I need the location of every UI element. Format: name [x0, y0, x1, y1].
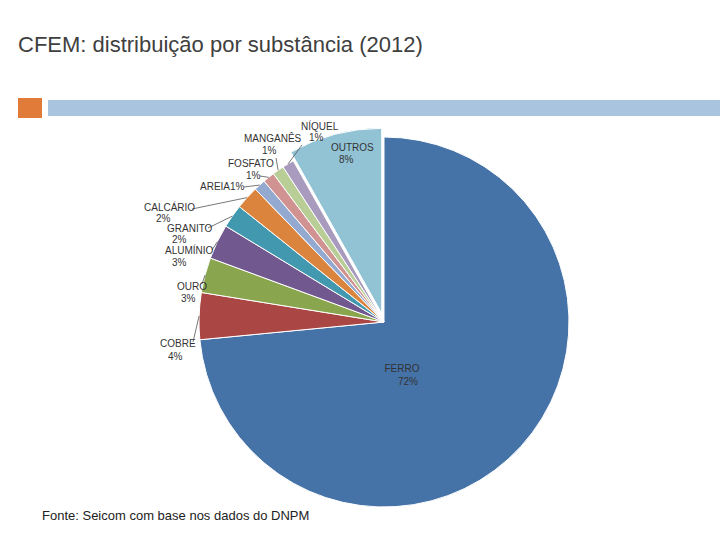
- slice-value: 1%: [230, 181, 245, 192]
- leader-line: [244, 185, 260, 187]
- slice-label: MANGANÊS: [244, 132, 302, 144]
- labels: FERRO72%COBRE4%OURO3%ALUMÍNIO3%GRANITO2%…: [144, 120, 420, 387]
- leader-line: [276, 158, 278, 170]
- slice-value: 1%: [262, 145, 277, 156]
- slice-label: FERRO: [385, 363, 420, 374]
- slice-value: 4%: [168, 351, 183, 362]
- slice-label: OUTROS: [331, 142, 374, 153]
- leader-line: [192, 198, 247, 209]
- slice-label: NÍQUEL: [301, 120, 339, 132]
- header-accent: [18, 98, 42, 118]
- pie-slice: [291, 128, 382, 313]
- header-bar: [48, 100, 720, 116]
- slice-label: CALCÁRIO: [144, 201, 195, 213]
- slice-label: COBRE: [160, 338, 196, 349]
- slice-label: ALUMÍNIO: [165, 244, 214, 256]
- slice-label: GRANITO: [167, 223, 213, 234]
- slice-label: AREIA: [200, 181, 230, 192]
- chart-root: CFEM: distribuição por substância (2012)…: [0, 0, 720, 540]
- slice-value: 3%: [172, 257, 187, 268]
- leader-line: [260, 176, 269, 177]
- leader-line: [288, 145, 302, 164]
- title: CFEM: distribuição por substância (2012): [18, 32, 423, 57]
- source-note: Fonte: Seicom com base nos dados do DNPM: [42, 508, 309, 523]
- slice-value: 1%: [246, 170, 261, 181]
- slice-value: 2%: [156, 213, 171, 224]
- slice-value: 8%: [339, 154, 354, 165]
- pie: [199, 128, 569, 507]
- slice-value: 2%: [172, 234, 187, 245]
- slice-label: FOSFATO: [228, 158, 274, 169]
- slice-value: 3%: [181, 293, 196, 304]
- slice-value: 72%: [398, 376, 418, 387]
- slice-value: 1%: [309, 132, 324, 143]
- pie-slice: [200, 137, 569, 507]
- slice-label: OURO: [177, 281, 207, 292]
